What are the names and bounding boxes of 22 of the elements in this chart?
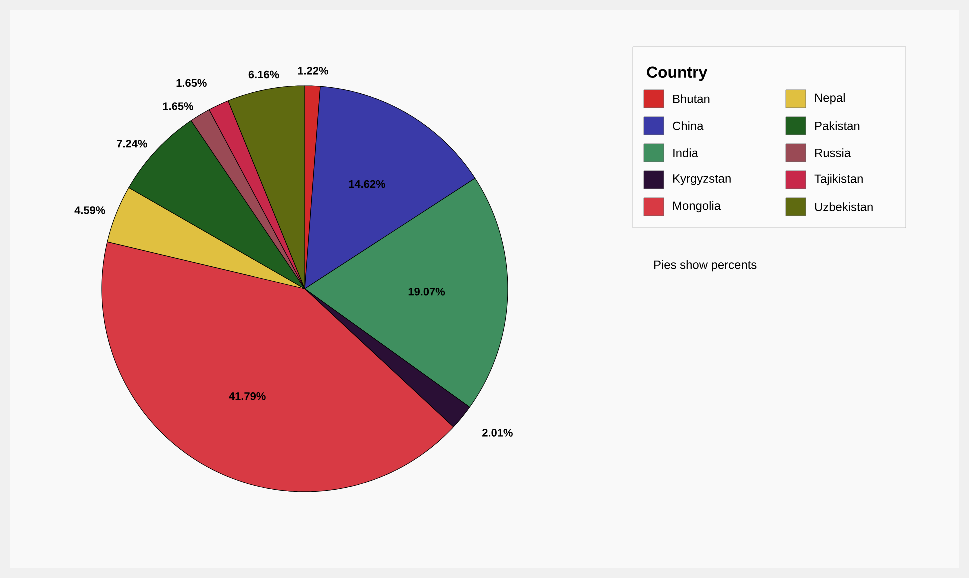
data-label: 4.59% — [74, 206, 106, 214]
data-label: 1.65% — [176, 79, 207, 88]
legend-label: Uzbekistan — [815, 202, 873, 212]
legend-label: Russia — [816, 148, 852, 158]
legend-label: China — [673, 122, 704, 130]
legend-label: Mongolia — [674, 201, 722, 213]
data-label: 7.24% — [117, 140, 148, 148]
legend-label: Kyrgyzstan — [674, 174, 731, 186]
legend-title: Country — [647, 66, 708, 82]
data-label: 14.62% — [349, 180, 386, 188]
legend-label: Pakistan — [816, 122, 860, 130]
legend-label: India — [674, 148, 698, 158]
legend-label: Bhutan — [674, 94, 710, 104]
data-label: 2.01% — [482, 429, 513, 437]
legend-label: Tajikistan — [814, 174, 863, 186]
data-label: 41.79% — [229, 392, 266, 400]
text: Pies show percents — [654, 260, 757, 272]
data-label: 6.16% — [248, 70, 280, 79]
legend-label: Nepal — [816, 93, 845, 105]
data-label: 1.22% — [298, 67, 328, 75]
data-label: 1.65% — [163, 102, 194, 110]
data-label: 19.07% — [408, 288, 446, 296]
